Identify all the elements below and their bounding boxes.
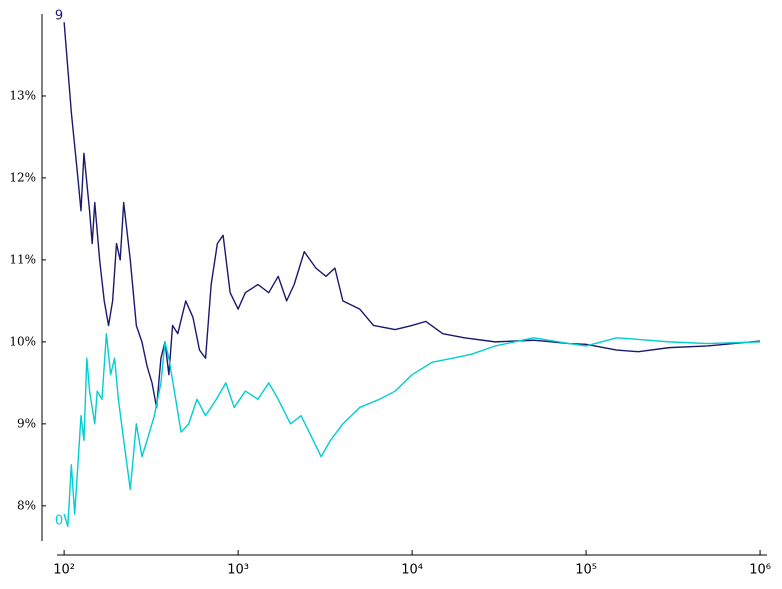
y-tick-label: 10% (9, 334, 36, 348)
series-label: 0 (55, 514, 63, 529)
series-line (63, 22, 761, 409)
x-tick-label: 10⁶ (749, 563, 771, 578)
x-tick-label: 10⁵ (575, 563, 597, 578)
x-tick-label: 10² (53, 563, 75, 578)
y-tick-label: 8% (17, 498, 36, 512)
x-tick-label: 10⁴ (401, 563, 423, 578)
y-tick-label: 9% (17, 416, 36, 430)
x-tick-label: 10³ (227, 563, 249, 578)
series-line (63, 332, 761, 528)
y-tick-label: 13% (9, 88, 36, 102)
y-tick-label: 12% (9, 170, 36, 184)
series-label: 9 (55, 9, 63, 24)
y-tick-label: 11% (9, 252, 36, 266)
